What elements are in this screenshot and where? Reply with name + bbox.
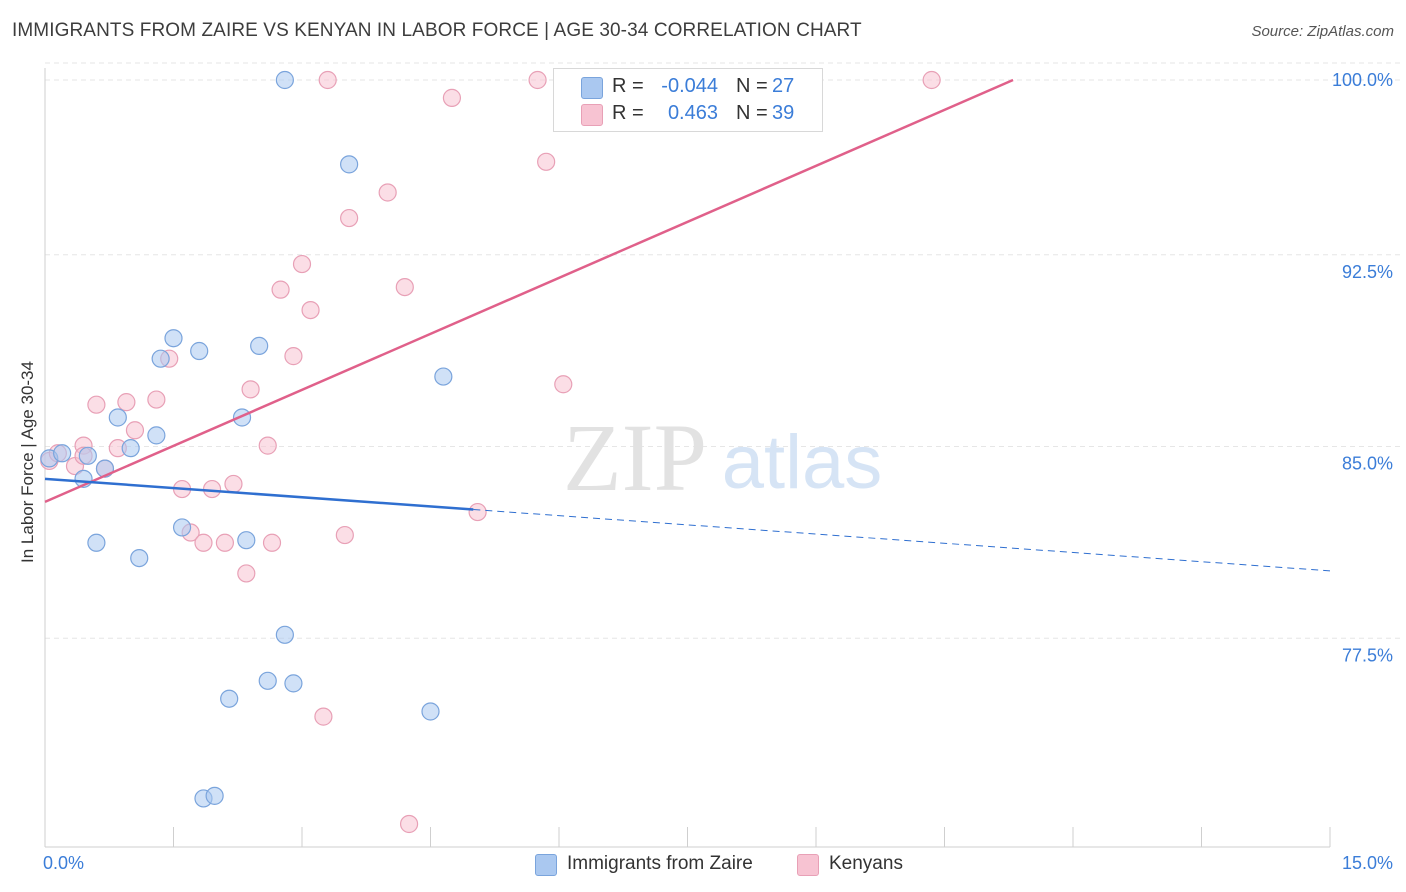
trend-lines [44,78,1331,572]
stats-legend: R = -0.044 N = 27 R = 0.463 N = 39 [553,68,823,132]
legend-r-label: R = [612,102,644,124]
point-kenyan [378,183,397,202]
point-zaire [237,531,256,550]
point-kenyan [335,525,354,545]
point-zaire [434,367,453,386]
trend-line-zaire [44,477,474,511]
watermark-atlas: atlas [722,420,883,505]
series-zaire [40,70,453,808]
point-kenyan [314,707,333,726]
y-tick-label: 100.0% [1332,70,1393,90]
point-kenyan [340,208,359,228]
point-kenyan [87,395,106,414]
legend-n-label: N = [736,102,768,124]
point-kenyan [554,375,573,394]
x-tick-label-max: 15.0% [1342,853,1393,873]
legend-row-zaire: R = -0.044 N = 27 [554,73,822,101]
point-kenyan [147,390,166,409]
point-kenyan [202,479,222,499]
point-zaire [164,329,183,348]
point-kenyan [399,814,419,834]
point-zaire [275,70,294,90]
watermark: ZIP atlas [563,404,882,511]
point-zaire [284,674,303,693]
legend-n-label: N = [736,75,768,97]
point-kenyan [922,70,941,90]
legend-r-value-zaire: -0.044 [661,75,718,97]
point-zaire [130,548,149,568]
point-kenyan [194,533,213,552]
point-kenyan [528,70,547,90]
point-kenyan [237,564,256,583]
legend-r-value-kenyan: 0.463 [667,102,718,124]
legend-label-kenyans: Kenyans [829,853,903,874]
point-kenyan [292,254,312,274]
point-zaire [421,702,440,721]
legend-r-label: R = [612,75,644,97]
point-kenyan [117,393,136,412]
legend-n-value-zaire: 27 [772,75,795,97]
source-label: Source: ZipAtlas.com [1251,23,1394,40]
point-zaire [53,444,72,463]
point-kenyan [468,502,487,522]
point-zaire [220,689,239,708]
legend-swatch-kenyan [581,104,603,126]
series-legend: Immigrants from Zaire Kenyans [0,852,1406,878]
point-kenyan [318,70,337,90]
point-zaire [275,625,294,644]
point-kenyan [241,380,260,399]
tick-labels: 77.5% 85.0% 92.5% 100.0% 0.0% 15.0% [43,70,1393,873]
y-tick-label: 85.0% [1342,454,1393,474]
point-kenyan [271,280,290,299]
trend-line-kenyans [44,78,1014,503]
point-zaire [340,155,359,174]
point-zaire [172,518,192,537]
legend-label-zaire: Immigrants from Zaire [567,853,753,874]
y-tick-label: 92.5% [1342,262,1393,282]
y-tick-label: 77.5% [1342,645,1393,665]
legend-swatch-kenyans [797,854,819,876]
point-zaire [190,341,209,361]
point-kenyan [258,436,277,455]
point-kenyan [537,152,556,171]
trend-line-zaire-extrapolated [473,509,1331,572]
point-zaire [108,408,127,427]
point-zaire [87,533,106,552]
point-kenyan [395,277,414,297]
point-zaire [78,446,97,465]
point-zaire [258,671,277,690]
point-zaire [250,336,269,355]
point-kenyan [224,474,243,494]
point-kenyan [301,301,320,320]
point-kenyan [262,533,282,552]
watermark-zip: ZIP [563,404,707,511]
legend-swatch-zaire [535,854,557,876]
point-zaire [151,349,170,368]
point-zaire [205,786,224,805]
gridlines [45,62,1400,639]
x-tick-label-min: 0.0% [43,853,84,873]
legend-row-kenyan: R = 0.463 N = 39 [554,100,822,128]
point-kenyan [442,88,462,107]
chart-title: IMMIGRANTS FROM ZAIRE VS KENYAN IN LABOR… [12,20,862,41]
point-kenyan [215,533,234,552]
legend-swatch-zaire [581,77,603,99]
point-kenyan [284,347,303,366]
point-kenyan [125,421,145,440]
point-zaire [121,439,140,458]
legend-n-value-kenyan: 39 [772,102,795,124]
point-zaire [147,426,166,445]
